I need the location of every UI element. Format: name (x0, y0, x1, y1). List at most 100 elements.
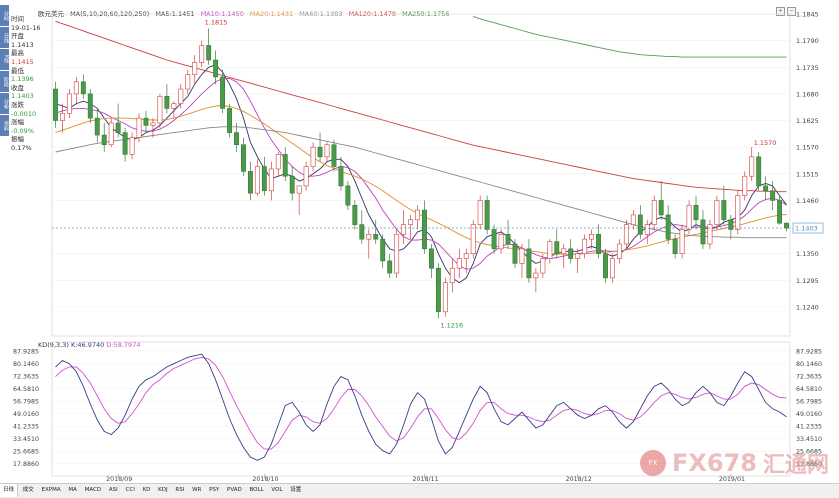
side-tab-jieduan[interactable]: 阶段 (0, 71, 9, 92)
candle-body (310, 146, 316, 167)
toolbar-item-macd[interactable]: MACD (84, 487, 102, 493)
side-tab-fenxi[interactable]: 分析 (0, 93, 9, 114)
info-label-pct: 涨幅 (11, 118, 24, 127)
toolbar-item-cci[interactable]: CCI (125, 487, 135, 493)
side-tab-kxian[interactable]: K线 (0, 49, 9, 70)
candle-body (143, 117, 149, 126)
candle-body (477, 200, 483, 225)
candle-body (554, 241, 560, 254)
candle-body (261, 166, 267, 192)
candle-body (164, 96, 170, 109)
toolbar-item-settings[interactable]: 设置 (290, 487, 302, 493)
side-tab-rixian[interactable]: 日线 (0, 27, 9, 48)
price-tick-label: 1.1790 (796, 37, 819, 45)
candle-body (610, 258, 615, 279)
price-axis: 1.1845 1.1790 1.1735 1.1680 1.1625 1.1570 1.15… (796, 11, 819, 312)
candle-body (540, 258, 546, 274)
toolbar-item-kdj[interactable]: KDJ (158, 487, 168, 493)
candle-body (463, 253, 469, 259)
candle-body (296, 185, 302, 194)
watermark-cn: 汇通网 (762, 453, 829, 478)
info-label-close: 收盘 (11, 83, 24, 92)
candle-body (241, 144, 246, 172)
kd-tick-label-left: 49.0160 (13, 411, 39, 418)
candle-body (345, 185, 351, 206)
side-tab-ziliao[interactable]: 资料 (0, 115, 9, 136)
kd-tick-label-left: 87.9285 (13, 348, 39, 355)
kd-tick-label-right: 64.5810 (796, 386, 822, 393)
moving-averages (55, 15, 787, 284)
watermark-logo: FX678 (671, 449, 757, 477)
candle-body (408, 219, 414, 225)
toolbar-item-ma[interactable]: MA (68, 487, 77, 493)
zoom-out-icon[interactable]: − (787, 7, 796, 16)
candlesticks (53, 28, 789, 319)
info-value-close: 1.1403 (11, 92, 34, 101)
info-label-high: 最高 (11, 49, 24, 58)
side-tab-fenshi[interactable]: 分时 (0, 5, 9, 26)
candle-body (234, 132, 239, 146)
symbol-name: 欧元美元 (38, 10, 64, 18)
candle-body (199, 45, 205, 63)
toolbar-item-daily[interactable]: 日线 (0, 484, 19, 497)
toolbar-item-wr[interactable]: WR (192, 487, 202, 493)
zoom-in-icon[interactable]: + (776, 7, 785, 16)
toolbar-item-psy[interactable]: PSY (209, 487, 220, 493)
high-annotation: 1.1815 (205, 19, 228, 27)
indicator-toolbar: 日线 成交 EXPMA MA MACD ASI CCI KD KDJ RSI W… (0, 483, 839, 498)
toolbar-item-kd[interactable]: KD (142, 487, 151, 493)
toolbar-item-rsi[interactable]: RSI (175, 487, 185, 493)
candle-body (157, 96, 163, 124)
kd-params[interactable]: KD(9,3,3) (38, 341, 69, 349)
kd-tick-label-right: 41.2335 (796, 424, 822, 431)
low-annotation: 1.1216 (440, 322, 463, 330)
candle-body (449, 267, 455, 284)
info-label-change: 涨跌 (11, 100, 24, 109)
candle-body (122, 132, 128, 155)
toolbar-item-vol[interactable]: VOL (271, 487, 283, 493)
candle-body (115, 122, 121, 133)
candle-body (547, 241, 553, 259)
price-tick-label: 1.1515 (796, 170, 819, 178)
toolbar-item-expma[interactable]: EXPMA (41, 487, 61, 493)
candle-body (526, 248, 532, 279)
candle-body (679, 229, 685, 254)
ma5-line (55, 64, 787, 284)
kd-k-line (55, 353, 787, 461)
candle-body (303, 166, 309, 187)
toolbar-item-boll[interactable]: BOLL (249, 487, 264, 493)
candle-body (470, 224, 476, 254)
time-tick-label: 2018/12 (566, 476, 592, 483)
candle-body (422, 209, 427, 250)
info-value-pct: -0.09% (11, 126, 34, 135)
candle-body (596, 234, 601, 254)
candle-body (206, 45, 212, 61)
ma20-line (55, 105, 787, 255)
ma250-line (473, 15, 787, 58)
candle-body (735, 195, 741, 230)
candle-body (484, 200, 490, 230)
info-value-change: -0.0010 (11, 109, 37, 118)
kd-indicator: 87.9285 87.9285 80.1460 80.1460 72.3635 72.36… (13, 348, 822, 468)
candle-body (331, 144, 337, 167)
toolbar-item-volume[interactable]: 成交 (22, 487, 34, 493)
price-chart[interactable]: 1.1845 1.1790 1.1735 1.1680 1.1625 1.1570 1.15… (0, 0, 839, 483)
toolbar-item-asi[interactable]: ASI (108, 487, 118, 493)
candle-body (533, 272, 539, 279)
price-tick-label: 1.1350 (796, 250, 819, 258)
price-tick-label: 1.1240 (796, 303, 819, 311)
candle-body (603, 253, 608, 279)
candle-body (742, 175, 748, 196)
candle-body (380, 238, 386, 262)
candle-body (728, 219, 734, 230)
candle-body (512, 243, 518, 264)
candle-body (282, 154, 288, 177)
candle-body (185, 74, 191, 90)
price-tick-label: 1.1845 (796, 11, 819, 19)
info-value-time: 19-01-16 (11, 23, 41, 32)
candle-body (651, 200, 657, 225)
kd-tick-label-left: 25.6685 (13, 449, 39, 456)
current-price-label: 1.1403 (795, 225, 818, 233)
candle-body (254, 166, 260, 194)
toolbar-item-pvad[interactable]: PVAD (227, 487, 242, 493)
